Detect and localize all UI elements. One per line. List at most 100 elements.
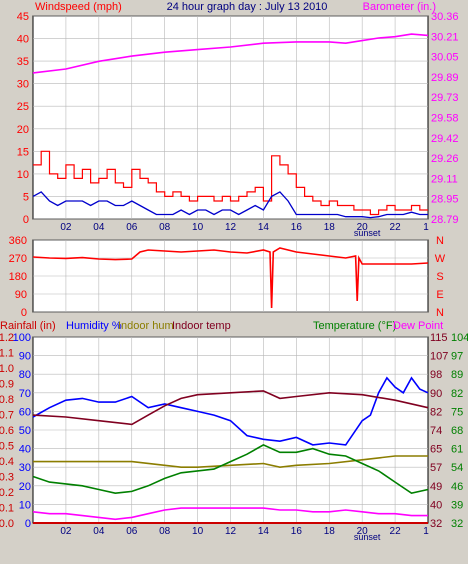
humidity-tick-label: 30	[19, 462, 31, 474]
humidity-tick-label: 100	[13, 332, 31, 344]
windspeed-tick-label: 45	[17, 11, 29, 23]
humidity-tick-label: 10	[19, 499, 31, 511]
humidity-panel-x-tick-label: 14	[258, 526, 270, 537]
barometer-tick-label: 30.05	[431, 52, 459, 64]
humidity-tick-label: 20	[19, 481, 31, 493]
humidity-panel-sunset-label: sunset	[354, 532, 381, 542]
rainfall-tick-label: 0.9	[0, 379, 14, 391]
temperature-tick-label: 97	[451, 351, 463, 363]
indoor-temp-tick-label: 49	[430, 481, 442, 493]
windspeed-tick-label: 0	[23, 214, 29, 226]
legend-humidity: Humidity %	[66, 320, 122, 332]
rainfall-axis-label: Rainfall (in)	[0, 320, 56, 332]
windspeed-tick-label: 10	[17, 169, 29, 181]
wind-panel-x-tick-label: 1	[423, 222, 429, 233]
direction-tick-label: 90	[15, 289, 27, 301]
humidity-panel-x-tick-label: 08	[159, 526, 171, 537]
humidity-panel-x-tick-label: 04	[93, 526, 105, 537]
barometer-tick-label: 30.21	[431, 31, 459, 43]
humidity-panel-x-tick-label: 10	[192, 526, 204, 537]
indoor-hum-series-line	[33, 455, 428, 469]
humidity-panel-x-tick-label: 12	[225, 526, 237, 537]
compass-tick-label: E	[436, 289, 443, 301]
humidity-tick-label: 60	[19, 406, 31, 418]
barometer-series-line	[32, 33, 429, 74]
indoor-temp-tick-label: 32	[430, 518, 442, 530]
wind-panel-x-tick-label: 10	[192, 222, 204, 233]
rainfall-tick-label: 0.2	[0, 487, 14, 499]
temperature-tick-label: 82	[451, 388, 463, 400]
indoor-temp-tick-label: 107	[430, 351, 448, 363]
rainfall-tick-label: 0.1	[0, 503, 14, 515]
humidity-tick-label: 70	[19, 388, 31, 400]
compass-tick-label: W	[435, 253, 446, 265]
wind-panel-x-tick-label: 12	[225, 222, 237, 233]
humidity-tick-label: 50	[19, 425, 31, 437]
barometer-axis-label: Barometer (in.)	[363, 1, 436, 13]
humidity-tick-label: 40	[19, 444, 31, 456]
barometer-tick-label: 29.11	[431, 173, 458, 185]
windspeed-tick-label: 15	[17, 146, 29, 158]
humidity-panel-x-tick-label: 20	[357, 526, 369, 537]
wind-panel-sunset-label: sunset	[354, 228, 381, 238]
rainfall-tick-label: 0.3	[0, 472, 14, 484]
humidity-tick-label: 90	[19, 351, 31, 363]
barometer-tick-label: 29.42	[431, 133, 459, 145]
wind-panel-x-tick-label: 06	[126, 222, 138, 233]
windspeed-tick-label: 5	[23, 191, 29, 203]
compass-tick-label: N	[436, 307, 444, 319]
barometer-tick-label: 29.26	[431, 153, 459, 165]
temperature-tick-label: 46	[451, 481, 463, 493]
wind-direction-series-line	[32, 247, 429, 309]
compass-tick-label: S	[436, 271, 443, 283]
barometer-tick-label: 29.73	[431, 92, 459, 104]
legend-temperature: Temperature (°F)	[313, 320, 396, 332]
barometer-tick-label: 30.36	[431, 11, 459, 23]
wind-panel-x-tick-label: 08	[159, 222, 171, 233]
direction-tick-label: 270	[9, 253, 27, 265]
direction-tick-label: 0	[21, 307, 27, 319]
temperature-series-line	[32, 444, 429, 495]
indoor-temp-tick-label: 90	[430, 388, 442, 400]
humidity-tick-label: 80	[19, 369, 31, 381]
windspeed-tick-label: 40	[17, 34, 29, 46]
indoor-temp-tick-label: 57	[430, 462, 442, 474]
humidity-panel-x-tick-label: 02	[60, 526, 72, 537]
temperature-tick-label: 54	[451, 462, 463, 474]
chart-title: 24 hour graph day : July 13 2010	[167, 1, 328, 13]
indoor-temp-tick-label: 74	[430, 425, 442, 437]
rainfall-tick-label: 0.5	[0, 441, 14, 453]
barometer-tick-label: 28.79	[431, 214, 459, 226]
rainfall-tick-label: 1.2	[0, 332, 14, 344]
wind-panel-x-tick-label: 14	[258, 222, 270, 233]
windspeed-tick-label: 35	[17, 56, 29, 68]
rainfall-tick-label: 0.0	[0, 518, 14, 530]
legend-dew-point: Dew Point	[393, 320, 443, 332]
humidity-series-line	[32, 376, 429, 446]
indoor-temp-tick-label: 115	[430, 332, 448, 344]
temperature-tick-label: 61	[451, 444, 463, 456]
barometer-tick-label: 28.95	[431, 194, 459, 206]
barometer-tick-label: 29.58	[431, 113, 459, 125]
humidity-panel-x-tick-label: 1	[423, 526, 429, 537]
wind-panel-x-tick-label: 22	[390, 222, 402, 233]
indoor-temp-tick-label: 40	[430, 499, 442, 511]
rainfall-tick-label: 0.4	[0, 456, 14, 468]
windspeed-series-line	[33, 150, 428, 216]
temperature-tick-label: 39	[451, 499, 463, 511]
wind-panel-x-tick-label: 16	[291, 222, 303, 233]
direction-tick-label: 180	[9, 271, 27, 283]
indoor-temp-tick-label: 65	[430, 444, 442, 456]
legend-indoor-hum: Indoor hum	[118, 320, 174, 332]
rainfall-tick-label: 1.0	[0, 363, 14, 375]
temperature-tick-label: 104	[451, 332, 468, 344]
temperature-tick-label: 89	[451, 369, 463, 381]
temperature-tick-label: 68	[451, 425, 463, 437]
rainfall-tick-label: 0.7	[0, 410, 14, 422]
compass-tick-label: N	[436, 235, 444, 247]
wind-panel-x-tick-label: 02	[60, 222, 72, 233]
humidity-panel-x-tick-label: 18	[324, 526, 336, 537]
rainfall-tick-label: 1.1	[0, 348, 14, 360]
